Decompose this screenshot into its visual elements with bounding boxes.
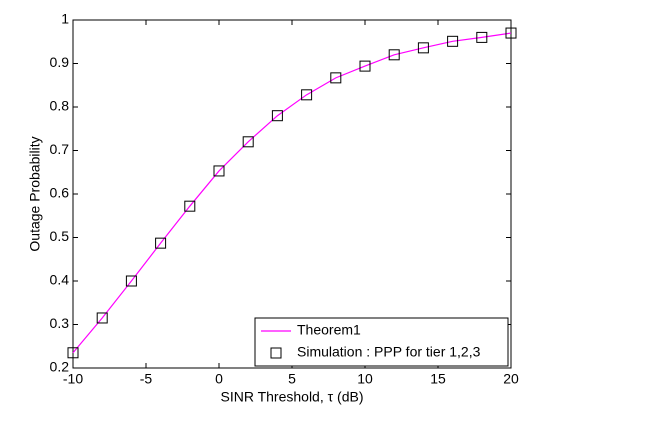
data-point [125,275,137,287]
data-point [330,72,342,84]
data-point [301,89,313,101]
y-tick-label: 0.4 [50,272,70,288]
data-point [476,31,488,43]
y-tick-label: 1 [61,11,69,27]
legend-label: Simulation : PPP for tier 1,2,3 [297,344,481,360]
data-point [359,60,371,72]
y-tick-label: 0.3 [50,315,70,331]
x-tick-label: 15 [430,371,446,387]
y-tick-label: 0.8 [50,98,70,114]
data-point [67,347,79,359]
x-tick-label: -10 [63,371,83,387]
data-point [388,49,400,61]
data-point [213,165,225,177]
legend-box [254,317,509,367]
y-tick-label: 0.2 [50,359,70,375]
data-point [271,110,283,122]
data-point [242,136,254,148]
y-axis-label: Outage Probability [27,136,43,251]
y-tick-label: 0.9 [50,54,70,70]
data-point [417,42,429,54]
legend-label: Theorem1 [297,322,361,338]
x-tick-label: 10 [357,371,373,387]
x-tick-label: 20 [503,371,519,387]
data-point [505,27,517,39]
plot-area [72,19,512,369]
legend-swatch [270,347,282,359]
data-point [184,200,196,212]
x-tick-label: 0 [215,371,223,387]
x-tick-label: 5 [288,371,296,387]
data-point [447,35,459,47]
x-tick-label: -5 [140,371,153,387]
series-line [72,32,512,354]
y-tick-label: 0.7 [50,141,70,157]
data-point [155,237,167,249]
data-point [96,312,108,324]
x-axis-label: SINR Threshold, τ (dB) [221,389,364,405]
y-tick-label: 0.5 [50,228,70,244]
y-tick-label: 0.6 [50,185,70,201]
